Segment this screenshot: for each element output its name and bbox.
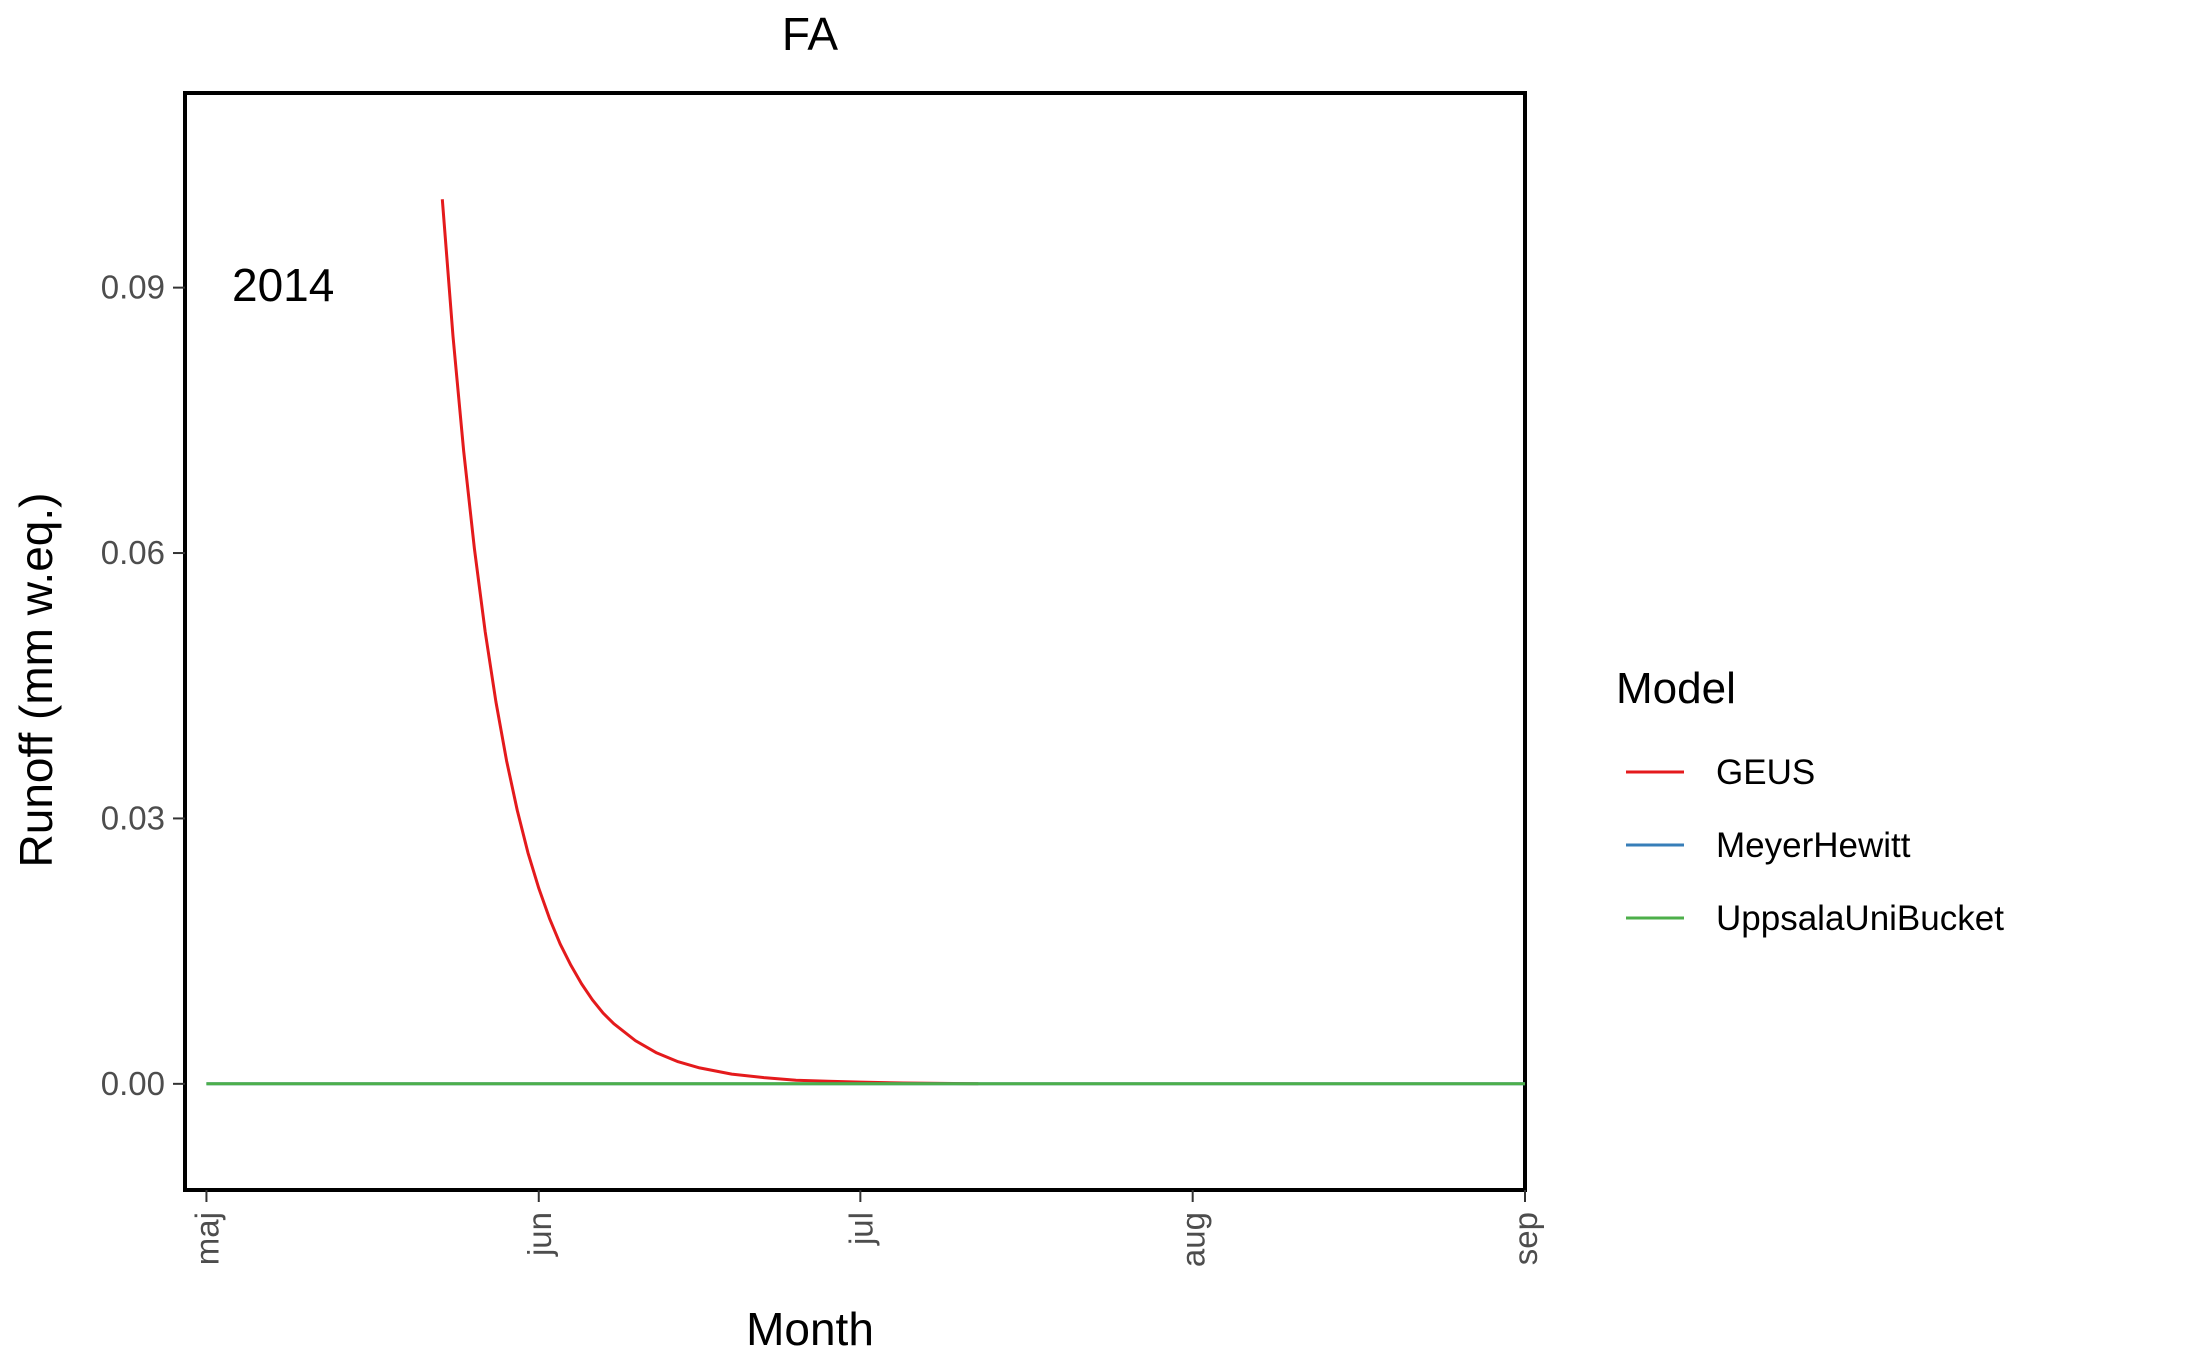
series-line-geus: [440, 199, 979, 1086]
y-tick-label: 0.09: [101, 269, 165, 306]
series-layer: [206, 199, 1525, 1086]
x-tick-label: jun: [521, 1212, 558, 1257]
y-axis-title: Runoff (mm w.eq.): [10, 493, 62, 868]
chart-title: FA: [782, 8, 839, 60]
plot-panel: [183, 91, 1527, 1192]
y-axis: 0.00 0.03 0.06 0.09: [101, 269, 185, 1102]
x-tick-label: aug: [1175, 1212, 1212, 1267]
year-annotation: 2014: [232, 259, 334, 311]
x-tick-label: maj: [188, 1212, 225, 1265]
y-tick-label: 0.03: [101, 799, 165, 836]
legend-label-geus: GEUS: [1716, 753, 1815, 792]
x-tick-label: jul: [842, 1212, 879, 1246]
legend-title: Model: [1616, 664, 1736, 713]
y-tick-label: 0.00: [101, 1065, 165, 1102]
legend: Model GEUS MeyerHewitt UppsalaUniBucket: [1616, 664, 2004, 938]
x-axis-title: Month: [746, 1303, 874, 1350]
legend-label-meyerhewitt: MeyerHewitt: [1716, 826, 1911, 865]
legend-label-uppsalaunibucket: UppsalaUniBucket: [1716, 899, 2004, 938]
x-tick-label: sep: [1507, 1212, 1544, 1265]
y-tick-label: 0.06: [101, 534, 165, 571]
x-axis: maj jun jul aug sep: [188, 1190, 1544, 1267]
